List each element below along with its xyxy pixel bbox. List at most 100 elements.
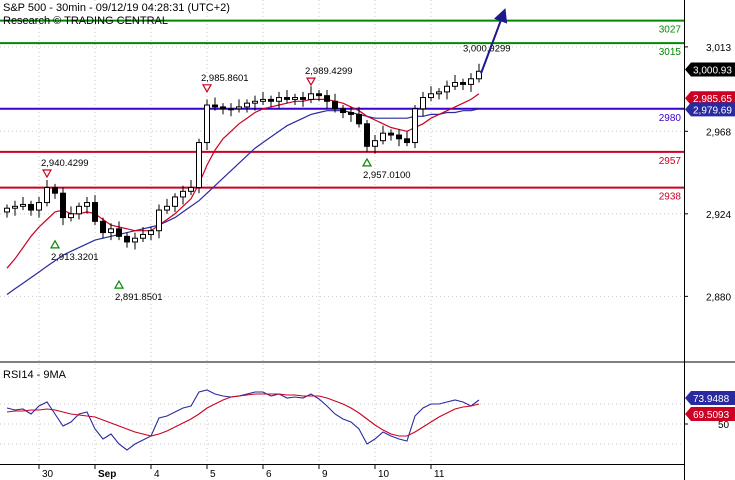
candle-body (60, 192, 66, 219)
swing-high-marker (201, 84, 213, 94)
candle-body (340, 108, 346, 114)
candle-body (156, 209, 162, 232)
rsi-title: RSI14 - 9MA (3, 369, 67, 381)
candle-body (108, 228, 114, 234)
candle-body (52, 187, 58, 194)
projection-arrow (480, 8, 508, 74)
level-label-3015: 3015 (659, 47, 682, 58)
y-tick-label: 2,924 (706, 210, 731, 221)
swing-low-marker (113, 279, 125, 289)
x-tick-label: 5 (210, 469, 216, 480)
candle-body (36, 202, 42, 211)
candle-body (388, 132, 394, 136)
ma-fast-line (6, 93, 480, 269)
candle-body (332, 100, 338, 110)
candle-body (324, 95, 330, 102)
annotations: 2,940.4299 2,913.3201 2,891.8501 2,985.8601… (41, 8, 511, 303)
candle-body (124, 235, 130, 243)
rsi-tag-1 (685, 407, 735, 421)
candle-body (4, 207, 10, 213)
candle-body (12, 205, 18, 209)
x-tick-label: 4 (154, 469, 160, 480)
level-label-2957: 2957 (659, 156, 682, 167)
candle-body (68, 213, 74, 219)
candle-body (356, 113, 362, 125)
candle-body (260, 98, 266, 102)
y-tick-label: 2,880 (706, 292, 731, 303)
candle-body (212, 104, 218, 108)
level-label-3027: 3027 (659, 25, 682, 36)
candle-body (44, 187, 50, 204)
rsi-y-tick-label: 50 (718, 420, 730, 431)
candle-body (76, 205, 82, 215)
candles (4, 63, 482, 250)
candle-body (412, 108, 418, 144)
candle-body (164, 205, 170, 211)
ma-slow-line (6, 108, 480, 295)
candle-body (380, 132, 386, 142)
candle-body (244, 102, 250, 108)
candle-body (252, 100, 258, 104)
candle-body (452, 82, 458, 87)
candle-body (204, 104, 210, 144)
candle-body (236, 106, 242, 110)
price-tag-label-ma_fast: 2,985.65 (693, 94, 732, 105)
candle-body (172, 196, 178, 207)
swing-low-marker (361, 157, 373, 167)
x-tick-label: 11 (434, 469, 445, 480)
candle-body (284, 97, 290, 100)
candle-body (188, 187, 194, 192)
candle-body (348, 112, 354, 115)
candle-body (276, 97, 282, 102)
candle-body (292, 97, 298, 100)
y-tick-label: 3,013 (706, 43, 731, 54)
y-tick-label: 2,968 (706, 127, 731, 138)
candle-body (396, 134, 402, 140)
swing-high-marker (305, 77, 317, 87)
candle-body (316, 93, 322, 97)
last-price-label: 3,000.9299 (463, 44, 511, 55)
candle-body (268, 98, 274, 102)
candle-body (300, 97, 306, 100)
candle-body (364, 123, 370, 147)
x-tick-label: 30 (42, 469, 54, 480)
candle-body (428, 93, 434, 99)
candle-body (404, 138, 410, 144)
price-tag-ma_fast (685, 91, 735, 106)
candle-body (84, 202, 90, 207)
swing-high-marker (41, 169, 53, 179)
price-tag-price (685, 62, 735, 77)
x-tick-label: 9 (322, 469, 328, 480)
candle-body (420, 97, 426, 110)
level-label-2980: 2980 (659, 113, 682, 124)
swing-low-label: 2,913.3201 (51, 252, 99, 263)
rsi-series-0 (6, 389, 480, 451)
swing-high-label: 2,940.4299 (41, 158, 89, 169)
candle-body (220, 106, 226, 110)
candle-body (372, 140, 378, 147)
price-tag-label-ma_slow: 2,979.69 (693, 105, 732, 116)
rsi-tag-0 (685, 391, 735, 405)
candle-body (308, 93, 314, 100)
candle-body (140, 233, 146, 239)
swing-high-label: 2,989.4299 (305, 66, 353, 77)
candle-body (476, 70, 482, 80)
level-label-2938: 2938 (659, 192, 682, 203)
swing-low-marker (49, 239, 61, 249)
candle-body (228, 108, 234, 111)
rsi-tag-label-1: 69.5093 (693, 410, 730, 421)
candle-body (460, 82, 466, 85)
rsi-panel (6, 389, 480, 451)
candle-body (132, 237, 138, 243)
x-tick-label: Sep (98, 469, 116, 480)
rsi-tag-label-0: 73.9488 (693, 394, 730, 405)
swing-low-label: 2,957.0100 (363, 170, 411, 181)
chart-title: S&P 500 - 30min - 09/12/19 04:28:31 (UTC… (3, 2, 230, 14)
candle-body (180, 190, 186, 198)
candle-body (468, 78, 474, 85)
candle-body (436, 91, 442, 95)
moving-averages (6, 93, 480, 295)
candle-body (148, 230, 154, 235)
x-tick-label: 6 (266, 469, 272, 480)
